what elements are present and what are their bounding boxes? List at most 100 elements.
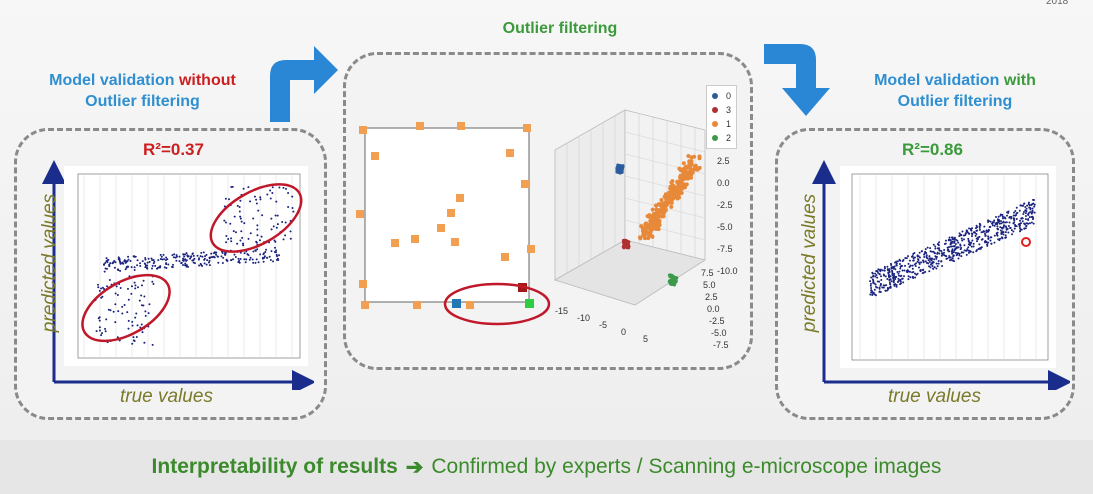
scatter-point (131, 324, 134, 327)
scatter-point (157, 259, 160, 262)
scatter-point (1022, 210, 1025, 213)
scatter-point (929, 266, 932, 269)
scatter-point (1017, 223, 1020, 226)
scatter-point (1031, 209, 1034, 212)
scatter-point (271, 191, 274, 194)
scatter-point (257, 209, 260, 212)
scatter-point (958, 254, 961, 257)
scatter-point (135, 336, 138, 339)
scatter-point (928, 265, 931, 268)
scatter-point (277, 259, 280, 262)
scatter-point (889, 278, 892, 281)
scatter-point (186, 255, 189, 258)
scatter-point (871, 272, 874, 275)
scatter-point (1021, 204, 1024, 207)
scatter-point (923, 253, 926, 256)
scatter-point (165, 266, 168, 269)
scatter-point (993, 234, 996, 237)
cluster-point-1 (660, 201, 665, 206)
center-scatter-2d (356, 122, 551, 326)
scatter-point (289, 237, 292, 240)
scatter-point (889, 286, 892, 289)
scatter-point (1005, 221, 1008, 224)
cluster-point-1 (672, 192, 677, 197)
scatter-point (181, 263, 184, 266)
scatter-point (136, 286, 139, 289)
scatter-point (207, 261, 210, 264)
scatter-point (98, 289, 101, 292)
scatter-point (1012, 230, 1015, 233)
scatter-point (972, 251, 975, 254)
scatter-point (891, 273, 894, 276)
scatter-point (1023, 227, 1026, 230)
scatter-point (980, 246, 983, 249)
scatter-point (100, 287, 103, 290)
scatter-point (895, 285, 898, 288)
right-x-axis-label: true values (888, 386, 981, 407)
scatter-point (954, 243, 957, 246)
scatter-point (233, 215, 236, 218)
scatter-point (132, 336, 135, 339)
scatter-point (933, 258, 936, 261)
scatter-point (874, 283, 877, 286)
scatter-point (151, 267, 154, 270)
scatter-point (184, 262, 187, 265)
scatter-point (259, 253, 262, 256)
scatter-point (270, 250, 273, 253)
scatter-point (999, 214, 1002, 217)
right-heading-part2: with (1003, 72, 1036, 89)
scatter-point (975, 250, 978, 253)
scatter-point (1015, 218, 1018, 221)
scatter-point (942, 254, 945, 257)
scatter-point (287, 205, 290, 208)
scatter-point (144, 258, 147, 261)
scatter-point (932, 243, 935, 246)
scatter-point (950, 236, 953, 239)
scatter-point (1028, 206, 1031, 209)
scatter-point (895, 260, 898, 263)
scatter-point (1001, 230, 1004, 233)
scatter-point (291, 207, 294, 210)
scatter-point (104, 330, 107, 333)
scatter-point (912, 259, 915, 262)
scatter-point (882, 284, 885, 287)
scatter-point (159, 265, 162, 268)
y-tick-label: 2.5 (705, 292, 718, 302)
scatter-point (97, 317, 100, 320)
scatter-point (922, 268, 925, 271)
cluster-point-orange (416, 122, 424, 130)
scatter-point (899, 283, 902, 286)
scatter-point (275, 249, 278, 252)
scatter-point (970, 235, 973, 238)
cluster-point-1 (642, 236, 647, 241)
scatter-point (255, 202, 258, 205)
scatter-point (112, 310, 115, 313)
scatter-point (956, 253, 959, 256)
scatter-point (234, 255, 237, 258)
center-legend: 0 3 1 2 (706, 85, 738, 149)
scatter-point (878, 287, 881, 290)
scatter-point (163, 258, 166, 261)
footer-bold-text: Interpretability of results (151, 455, 398, 478)
scatter-point (182, 259, 185, 262)
outlier-ellipse-low (81, 273, 171, 343)
cluster-point-1 (643, 224, 648, 229)
scatter-point (1028, 222, 1031, 225)
scatter-point (259, 196, 262, 199)
scatter-point (972, 242, 975, 245)
cluster-point-3 (625, 240, 629, 245)
scatter-point (143, 295, 146, 298)
scatter-point (200, 251, 203, 254)
scatter-point (247, 237, 250, 240)
scatter-point (208, 257, 211, 260)
scatter-point (215, 253, 218, 256)
scatter-point (98, 326, 101, 329)
outlier-ellipse-high (209, 183, 303, 253)
scatter-point (224, 252, 227, 255)
z-tick-label: -7.5 (717, 244, 733, 254)
scatter-point (142, 304, 145, 307)
scatter-point (924, 270, 927, 273)
cluster-point-1 (637, 235, 642, 240)
scatter-point (901, 277, 904, 280)
scatter-point (270, 228, 273, 231)
